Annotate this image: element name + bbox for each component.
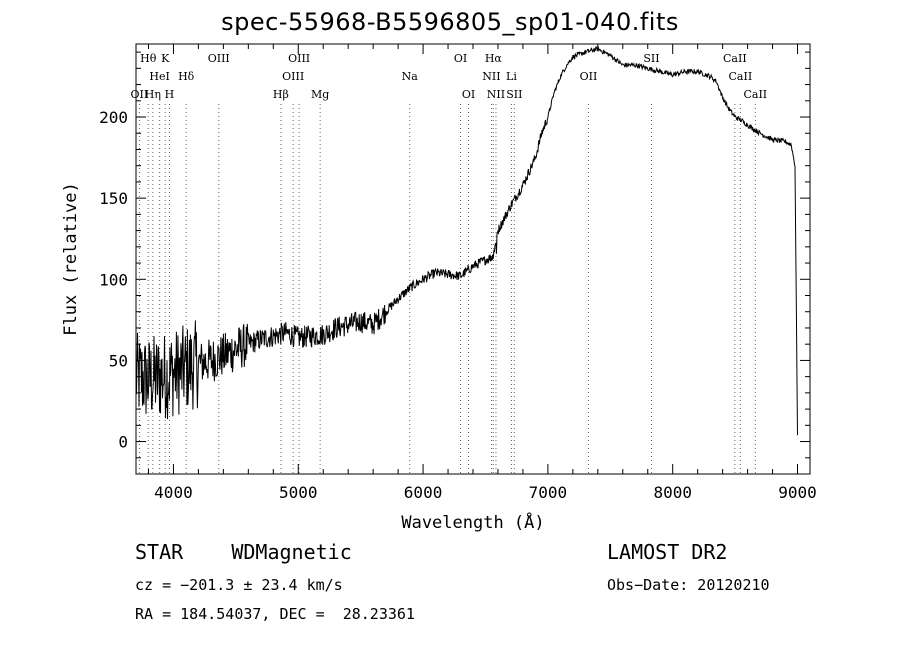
observation-date: Obs−Date: 20120210 xyxy=(607,576,770,594)
y-tick-label: 200 xyxy=(99,108,128,127)
x-tick-label: 7000 xyxy=(529,483,568,502)
chart-title: spec-55968-B5596805_sp01-040.fits xyxy=(221,8,679,36)
line-label: Li xyxy=(506,70,517,83)
y-tick-label: 150 xyxy=(99,189,128,208)
x-axis-label: Wavelength (Å) xyxy=(401,511,544,533)
line-label: OIII xyxy=(288,52,310,65)
line-label: Hθ xyxy=(140,52,157,65)
line-label: OII xyxy=(131,88,149,101)
line-label: NII xyxy=(482,70,500,83)
line-label: OI xyxy=(454,52,467,65)
ra-dec-coordinates: RA = 184.54037, DEC = 28.23361 xyxy=(135,605,415,623)
y-tick-label: 50 xyxy=(109,351,128,370)
line-label: Hα xyxy=(485,52,503,65)
axes: 4000 5000 6000 7000 8000 9000 0 50 100 150 200 xyxy=(99,44,817,502)
emission-line-markers: OII Hθ Hη HeI K HHδ OIII Hβ OIII OIII Mg Na OI OI NII H… xyxy=(131,52,767,474)
x-tick-label: 5000 xyxy=(279,483,318,502)
x-tick-label: 4000 xyxy=(154,483,193,502)
line-label: Hδ xyxy=(178,70,195,83)
y-axis-label: Flux (relative) xyxy=(61,182,81,336)
line-label: H xyxy=(165,88,175,101)
line-label: OIII xyxy=(208,52,230,65)
y-tick-label: 100 xyxy=(99,270,128,289)
object-class: STAR WDMagnetic xyxy=(135,540,352,564)
spectrum-chart: OII Hθ Hη HeI K HHδ OIII Hβ OIII OIII Mg Na OI OI NII H… xyxy=(61,43,817,533)
line-label: SII xyxy=(643,52,659,65)
line-label: CaII xyxy=(723,52,747,65)
line-label: CaII xyxy=(743,88,767,101)
redshift-cz: cz = −201.3 ± 23.4 km/s xyxy=(135,576,343,594)
y-tick-label: 0 xyxy=(118,433,128,452)
line-label: Na xyxy=(402,70,419,83)
spectrum-data xyxy=(135,46,798,436)
x-tick-label: 9000 xyxy=(778,483,817,502)
line-label: Mg xyxy=(311,88,329,101)
x-tick-label: 8000 xyxy=(653,483,692,502)
line-label: Hβ xyxy=(273,88,289,101)
line-label: K xyxy=(161,52,170,65)
line-label: CaII xyxy=(729,70,753,83)
line-label: SII xyxy=(506,88,522,101)
line-label: NII xyxy=(487,88,505,101)
x-tick-label: 6000 xyxy=(404,483,443,502)
plot-frame xyxy=(135,43,811,475)
line-label: HeI xyxy=(149,70,169,83)
spectrum-flux-line xyxy=(135,46,798,436)
line-label: OII xyxy=(580,70,598,83)
line-label: Hη xyxy=(145,88,161,101)
line-label: OIII xyxy=(282,70,304,83)
line-label: OI xyxy=(462,88,475,101)
survey-name: LAMOST DR2 xyxy=(607,540,728,564)
